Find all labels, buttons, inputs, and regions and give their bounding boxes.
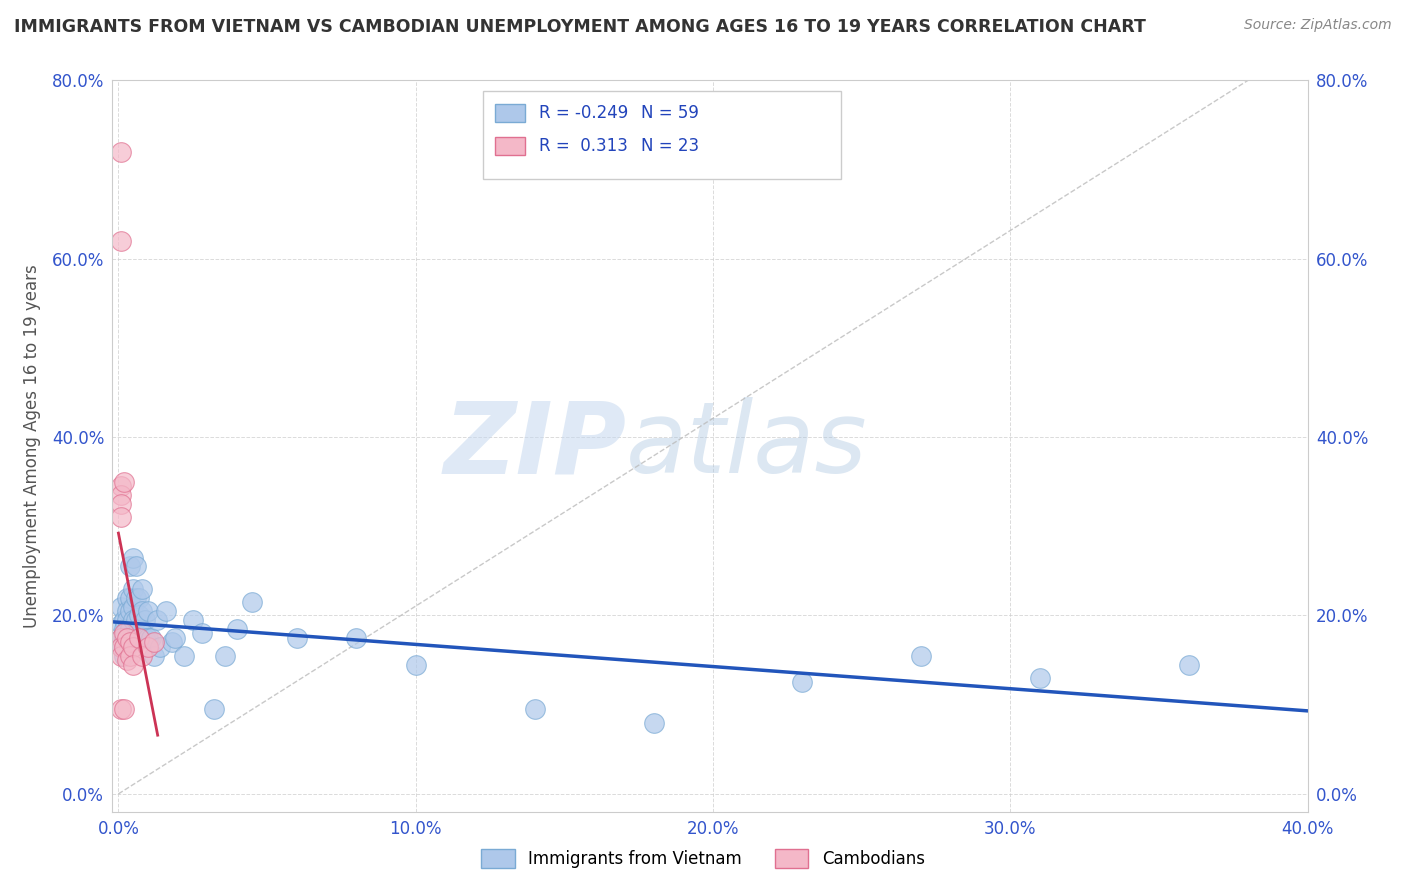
- Point: [1029, 671, 1052, 685]
- Point: [122, 657, 145, 672]
- Point: [110, 145, 132, 159]
- Text: atlas: atlas: [627, 398, 868, 494]
- Bar: [495, 104, 524, 122]
- Point: [122, 599, 145, 614]
- Point: [122, 640, 145, 654]
- Point: [110, 234, 132, 248]
- Point: [910, 648, 932, 663]
- Point: [117, 591, 139, 605]
- Point: [112, 475, 135, 489]
- Point: [122, 582, 145, 596]
- Point: [110, 648, 132, 663]
- Point: [643, 715, 665, 730]
- Point: [125, 559, 148, 574]
- Point: [173, 648, 195, 663]
- Point: [128, 622, 150, 636]
- Y-axis label: Unemployment Among Ages 16 to 19 years: Unemployment Among Ages 16 to 19 years: [22, 264, 41, 628]
- Point: [143, 635, 166, 649]
- Text: Source: ZipAtlas.com: Source: ZipAtlas.com: [1244, 18, 1392, 32]
- Point: [214, 648, 236, 663]
- Point: [122, 613, 145, 627]
- Point: [134, 613, 156, 627]
- Point: [110, 640, 132, 654]
- Point: [125, 591, 148, 605]
- Point: [110, 631, 132, 645]
- Point: [143, 648, 166, 663]
- Point: [112, 648, 135, 663]
- Point: [128, 591, 150, 605]
- Point: [160, 635, 183, 649]
- Point: [285, 631, 308, 645]
- Point: [110, 640, 132, 654]
- Point: [112, 702, 135, 716]
- Point: [792, 675, 814, 690]
- Point: [131, 582, 153, 596]
- Legend: Immigrants from Vietnam, Cambodians: Immigrants from Vietnam, Cambodians: [475, 842, 931, 875]
- Point: [117, 604, 139, 618]
- Point: [110, 510, 132, 524]
- Point: [344, 631, 367, 645]
- Point: [110, 702, 132, 716]
- Point: [226, 622, 249, 636]
- Text: N = 23: N = 23: [641, 137, 699, 155]
- Text: IMMIGRANTS FROM VIETNAM VS CAMBODIAN UNEMPLOYMENT AMONG AGES 16 TO 19 YEARS CORR: IMMIGRANTS FROM VIETNAM VS CAMBODIAN UNE…: [14, 18, 1146, 36]
- Point: [523, 702, 546, 716]
- Point: [112, 622, 135, 636]
- Point: [120, 591, 142, 605]
- Point: [181, 613, 204, 627]
- Point: [120, 622, 142, 636]
- Point: [136, 640, 159, 654]
- Point: [1177, 657, 1199, 672]
- Point: [136, 631, 159, 645]
- Point: [134, 631, 156, 645]
- Point: [405, 657, 427, 672]
- Point: [149, 640, 172, 654]
- Point: [117, 622, 139, 636]
- Point: [190, 626, 212, 640]
- Point: [117, 613, 139, 627]
- Text: ZIP: ZIP: [443, 398, 627, 494]
- Point: [136, 604, 159, 618]
- Point: [112, 626, 135, 640]
- Point: [202, 702, 225, 716]
- Bar: [484, 91, 842, 179]
- Point: [110, 617, 132, 632]
- Point: [146, 613, 169, 627]
- Point: [112, 640, 135, 654]
- Point: [112, 640, 135, 654]
- Text: R =  0.313: R = 0.313: [538, 137, 628, 155]
- Point: [131, 604, 153, 618]
- Point: [117, 631, 139, 645]
- Point: [112, 631, 135, 645]
- Point: [120, 648, 142, 663]
- Point: [110, 488, 132, 502]
- Point: [110, 631, 132, 645]
- Text: R = -0.249: R = -0.249: [538, 104, 628, 122]
- Point: [120, 635, 142, 649]
- Point: [110, 497, 132, 511]
- Point: [125, 613, 148, 627]
- Point: [110, 599, 132, 614]
- Text: N = 59: N = 59: [641, 104, 699, 122]
- Bar: [495, 137, 524, 155]
- Point: [155, 604, 177, 618]
- Point: [112, 613, 135, 627]
- Point: [131, 648, 153, 663]
- Point: [117, 631, 139, 645]
- Point: [120, 559, 142, 574]
- Point: [117, 653, 139, 667]
- Point: [128, 608, 150, 623]
- Point: [120, 635, 142, 649]
- Point: [240, 595, 263, 609]
- Point: [139, 631, 162, 645]
- Point: [110, 479, 132, 493]
- Point: [122, 550, 145, 565]
- Point: [163, 631, 186, 645]
- Point: [117, 640, 139, 654]
- Point: [120, 604, 142, 618]
- Point: [128, 631, 150, 645]
